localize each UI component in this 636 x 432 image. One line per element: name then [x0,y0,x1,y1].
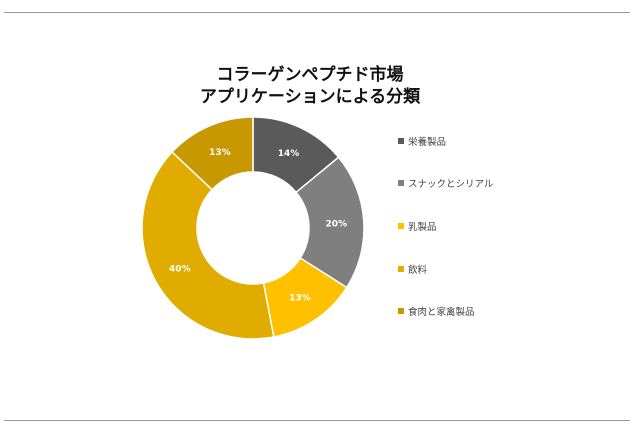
legend-item-snacks-cereals: スナックとシリアル [398,176,493,190]
data-label-text: 14% [278,149,300,159]
data-label-1: 20% [322,215,351,230]
data-label-box [322,215,351,230]
legend-item-beverages: 飲料 [398,262,427,276]
data-label-box [205,144,234,159]
data-label-box [165,261,194,276]
legend-label: 食肉と家禽製品 [408,307,475,318]
data-label-text: 20% [326,219,348,229]
chart-title: コラーゲンペプチド市場 アプリケーションによる分類 [150,64,470,108]
donut-slice-3 [141,150,275,340]
legend-label: 乳製品 [408,222,437,233]
data-label-0: 14% [274,145,303,160]
legend-swatch [398,180,404,186]
data-label-text: 13% [289,294,311,304]
data-label-3: 40% [165,261,194,276]
legend-swatch [398,308,404,314]
legend-label: 飲料 [408,265,428,276]
data-label-2: 13% [285,290,314,305]
bottom-border-line [4,420,630,421]
top-border-line [4,12,630,13]
legend-label: スナックとシリアル [408,179,494,190]
legend-swatch [398,223,404,229]
legend-label: 栄養製品 [408,137,447,148]
legend-item-nutrition: 栄養製品 [398,134,446,148]
data-label-text: 13% [209,148,231,158]
chart-title-line-1: コラーゲンペプチド市場 [216,65,404,85]
chart-title-line-2: アプリケーションによる分類 [199,87,421,107]
data-label-text: 40% [169,265,191,275]
data-label-4: 13% [205,144,234,159]
legend-swatch [398,266,404,272]
legend-item-dairy: 乳製品 [398,219,437,233]
legend-swatch [398,138,404,144]
data-label-box [285,290,314,305]
data-label-box [274,145,303,160]
legend-item-meat-poultry: 食肉と家禽製品 [398,304,475,318]
